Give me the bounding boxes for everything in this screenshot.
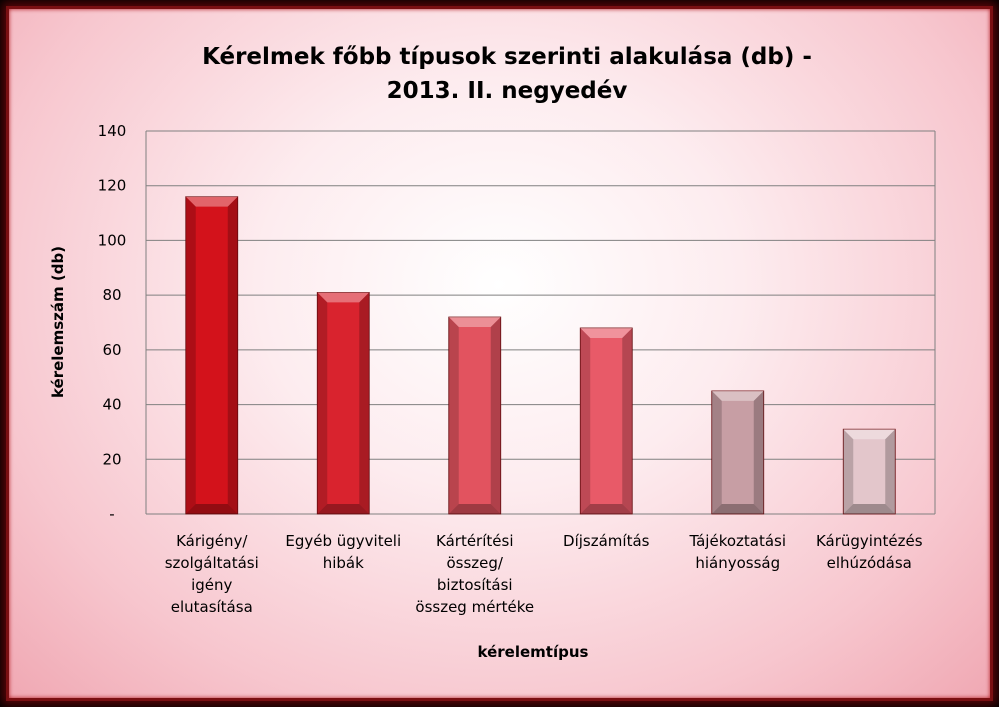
x-category-label: Tájékoztatási hiányosság bbox=[688, 532, 786, 572]
bar-bevel-left bbox=[185, 196, 196, 514]
bar-bevel-top bbox=[185, 196, 238, 207]
y-tick-label: 60 bbox=[102, 341, 121, 359]
y-axis-ticks: - 20 40 60 80 100 120 140 bbox=[98, 122, 127, 523]
bar-bevel-bottom bbox=[448, 504, 501, 514]
x-category-label: Egyéb ügyviteli hibák bbox=[285, 532, 401, 572]
bar-bevel-bottom bbox=[843, 504, 896, 514]
bar-bevel-left bbox=[843, 429, 854, 514]
y-axis-title: kérelemszám (db) bbox=[49, 246, 67, 398]
bar bbox=[579, 327, 633, 515]
y-tick-label: 100 bbox=[98, 231, 127, 249]
bar-body bbox=[448, 316, 502, 515]
bar-body bbox=[711, 390, 765, 515]
y-tick-label: 120 bbox=[98, 177, 127, 195]
bar-bevel-top bbox=[580, 327, 633, 338]
bar-body bbox=[316, 292, 370, 515]
bar-bevel-left bbox=[317, 292, 328, 514]
bar-bevel-left bbox=[580, 327, 591, 514]
y-tick-label: 20 bbox=[102, 450, 121, 468]
bar-bevel-top bbox=[448, 317, 501, 328]
y-tick-label: 140 bbox=[98, 122, 127, 140]
y-tick-label: 40 bbox=[102, 396, 121, 414]
bar-bevel-bottom bbox=[580, 504, 633, 514]
bar-body bbox=[579, 327, 633, 515]
x-axis-categories: Kárigény/szolgáltatási igény elutasítása Eg… bbox=[165, 532, 923, 616]
y-tick-label: - bbox=[109, 505, 114, 523]
bar-bevel-right bbox=[753, 390, 764, 514]
chart-title-line-1: Kérelmek főbb típusok szerinti alakulása… bbox=[202, 44, 812, 70]
bar-bevel-bottom bbox=[317, 504, 370, 514]
x-category-label: Kárügyintézés elhúzódása bbox=[816, 532, 923, 572]
bar-bevel-bottom bbox=[185, 504, 238, 514]
bar-bevel-top bbox=[711, 390, 764, 401]
bar-body bbox=[842, 428, 896, 515]
bar bbox=[842, 428, 896, 515]
y-tick-label: 80 bbox=[102, 286, 121, 304]
bar-bevel-right bbox=[490, 317, 501, 514]
bar-bevel-right bbox=[622, 327, 633, 514]
bar-bevel-bottom bbox=[711, 504, 764, 514]
bar-body bbox=[185, 196, 239, 515]
bar-bevel-right bbox=[359, 292, 370, 514]
x-category-label: Kárigény/szolgáltatási igény elutasítása bbox=[165, 532, 259, 616]
chart-title-line-2: 2013. II. negyedév bbox=[387, 78, 628, 104]
bars bbox=[185, 196, 896, 515]
bar-bevel-left bbox=[448, 317, 459, 514]
bar-bevel-left bbox=[711, 390, 722, 514]
bar bbox=[185, 196, 239, 515]
x-category-label: Kártérítési összeg/biztosítási összeg mért… bbox=[415, 532, 534, 616]
x-category-label: Díjszámítás bbox=[563, 532, 650, 550]
bar-bevel-top bbox=[317, 292, 370, 303]
bar-bevel-right bbox=[227, 196, 238, 514]
bar bbox=[711, 390, 765, 515]
bar bbox=[448, 316, 502, 515]
gridlines bbox=[145, 130, 936, 515]
bar bbox=[316, 292, 370, 515]
x-axis-title: kérelemtípus bbox=[478, 643, 589, 661]
bar-bevel-top bbox=[843, 429, 896, 440]
bar-bevel-right bbox=[885, 429, 896, 514]
